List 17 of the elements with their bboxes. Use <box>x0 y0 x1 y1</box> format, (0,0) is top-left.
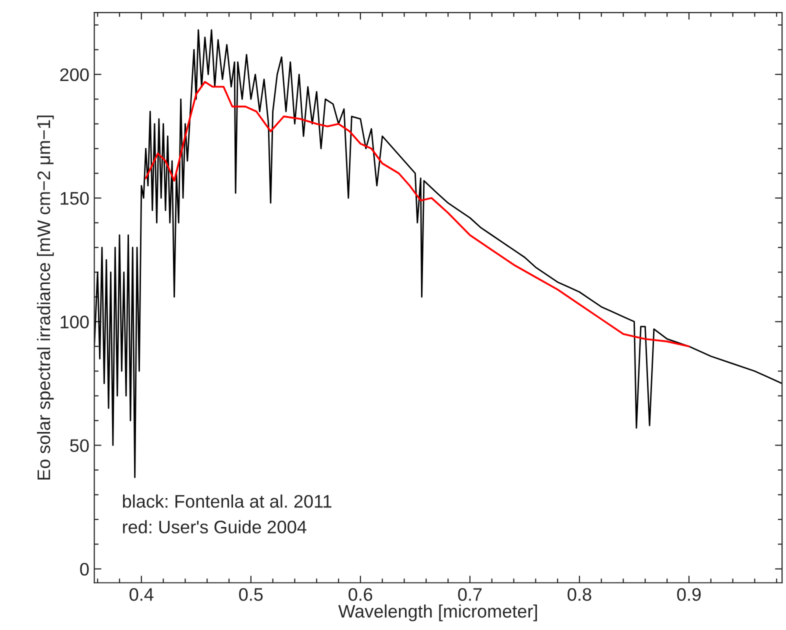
x-axis-title: Wavelength [micrometer] <box>338 604 537 622</box>
annotation: red: User's Guide 2004 <box>123 520 306 534</box>
annotation: black: Fontenla at al. 2011 <box>122 494 332 508</box>
y-tick-label: 50 <box>70 439 89 452</box>
line-series <box>94 29 782 478</box>
x-tick-label: 0.5 <box>239 588 263 601</box>
x-tick-label: 0.4 <box>130 588 154 601</box>
y-tick-label: 100 <box>60 316 89 328</box>
y-tick-label: 200 <box>60 68 89 82</box>
y-tick-label: 150 <box>60 192 89 205</box>
y-axis-title: Eo solar spectral irradiance [mW cm−2 μm−1] <box>36 116 54 480</box>
y-tick-label: 0 <box>80 562 89 576</box>
x-tick-label: 0.7 <box>458 588 482 601</box>
x-tick-label: 0.9 <box>677 588 701 601</box>
x-tick-label: 0.8 <box>568 588 592 601</box>
line-series <box>144 80 690 348</box>
x-tick-label: 0.6 <box>348 588 372 601</box>
